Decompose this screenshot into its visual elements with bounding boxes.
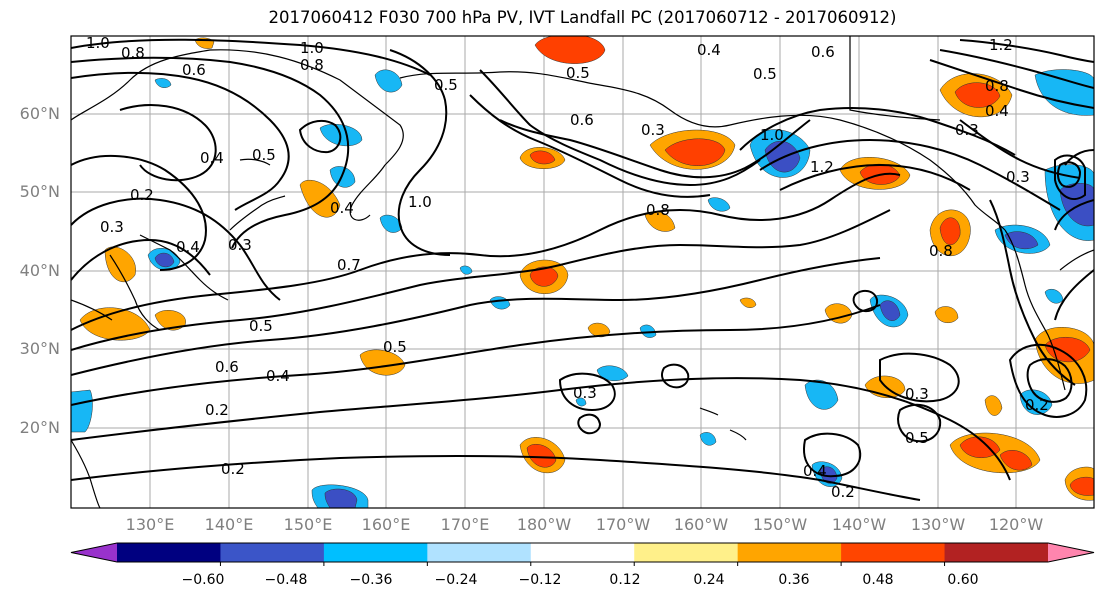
contour-label: 0.6 [570,111,594,129]
colorbar-tick-label: −0.12 [518,572,562,588]
contour-label: 0.4 [330,199,354,217]
colorbar-tick-label: −0.24 [434,572,478,588]
contour-label: 0.5 [252,146,276,164]
contour-label: 0.4 [803,462,827,480]
figure-title: 2017060412 F030 700 hPa PV, IVT Landfall… [268,8,897,27]
map-frame [70,35,1095,509]
contour-label: 0.8 [929,242,953,260]
colorbar-tick-label: −0.36 [349,572,393,588]
contour-label: 0.8 [300,56,324,74]
colorbar-segment [944,543,1049,562]
contour-label: 0.3 [641,121,665,139]
contour-label: 1.2 [810,158,834,176]
contour-label: 0.2 [831,483,855,501]
contour-label: 0.2 [1025,396,1049,414]
contour-label: 0.3 [1006,168,1030,186]
colorbar-tick-label: 0.60 [947,572,979,588]
lat-label: 40°N [19,261,60,280]
lon-label: 130°W [910,515,966,534]
lon-label: 180°W [516,515,572,534]
colorbar-segment [737,543,842,562]
colorbar-tick-label: 0.36 [778,572,810,588]
lon-label: 160°E [361,515,411,534]
contour-label: 0.8 [121,44,145,62]
colorbar-segment [530,543,635,562]
lon-label: 130°E [125,515,175,534]
contour-label: 0.8 [646,201,670,219]
colorbar-segment [841,543,946,562]
lon-label: 120°W [988,515,1044,534]
contour-label: 0.3 [100,218,124,236]
colorbar-segment [427,543,532,562]
lat-label: 60°N [19,104,60,123]
contour-label: 0.5 [434,76,458,94]
lon-label: 160°W [673,515,729,534]
contour-label: 1.0 [408,193,432,211]
contour-label: 0.4 [697,41,721,59]
contour-label: 0.3 [905,385,929,403]
contour-label: 0.2 [130,186,154,204]
colorbar-tick-label: 0.12 [609,572,641,588]
colorbar-tick-label: 0.48 [862,572,894,588]
lon-label: 150°W [752,515,808,534]
colorbar-extend-right [1048,543,1094,562]
colorbar-extend-left [71,543,117,562]
colorbar-tick-label: 0.24 [693,572,725,588]
contour-label: 0.6 [215,358,239,376]
colorbar-tick-label: −0.60 [181,572,225,588]
contour-label: 0.3 [955,121,979,139]
colorbar-segment [117,543,221,562]
lat-label: 20°N [19,418,60,437]
lon-label: 170°W [595,515,651,534]
colorbar-segment [323,543,428,562]
contour-label: 0.6 [182,61,206,79]
contour-label: 0.5 [383,338,407,356]
contour-label: 0.8 [985,77,1009,95]
colorbar-tick-label: −0.48 [264,572,308,588]
colorbar-segment [220,543,325,562]
contour-label: 0.4 [985,102,1009,120]
colorbar-outline [70,542,1095,563]
lon-label: 140°W [831,515,887,534]
lat-label: 50°N [19,182,60,201]
contour-label: 0.5 [753,65,777,83]
contour-label: 1.0 [300,39,324,57]
colorbar-segment [634,543,739,562]
contour-label: 0.7 [337,256,361,274]
contour-label: 1.0 [760,126,784,144]
contour-label: 1.2 [989,36,1013,54]
lon-label: 170°E [440,515,490,534]
lat-label: 30°N [19,339,60,358]
contour-label: 1.0 [86,34,110,52]
contour-label: 0.4 [200,149,224,167]
lon-label: 140°E [204,515,254,534]
contour-label: 0.5 [905,429,929,447]
pv-contours [71,38,1094,501]
contour-label: 0.5 [566,64,590,82]
contour-label: 0.4 [176,238,200,256]
map-area: 1.0 0.8 0.6 1.0 0.8 0.5 0.4 0.5 0.6 1.2 … [71,34,1094,508]
contour-label: 0.5 [249,317,273,335]
contour-label: 0.2 [205,401,229,419]
colorbar [70,542,1095,566]
lon-label: 150°E [283,515,333,534]
contour-label: 0.6 [811,43,835,61]
contour-label: 0.3 [573,384,597,402]
contour-label: 0.3 [228,236,252,254]
contour-label: 0.2 [221,460,245,478]
contour-label: 0.4 [266,367,290,385]
contour-labels: 1.0 0.8 0.6 1.0 0.8 0.5 0.4 0.5 0.6 1.2 … [86,34,1049,501]
